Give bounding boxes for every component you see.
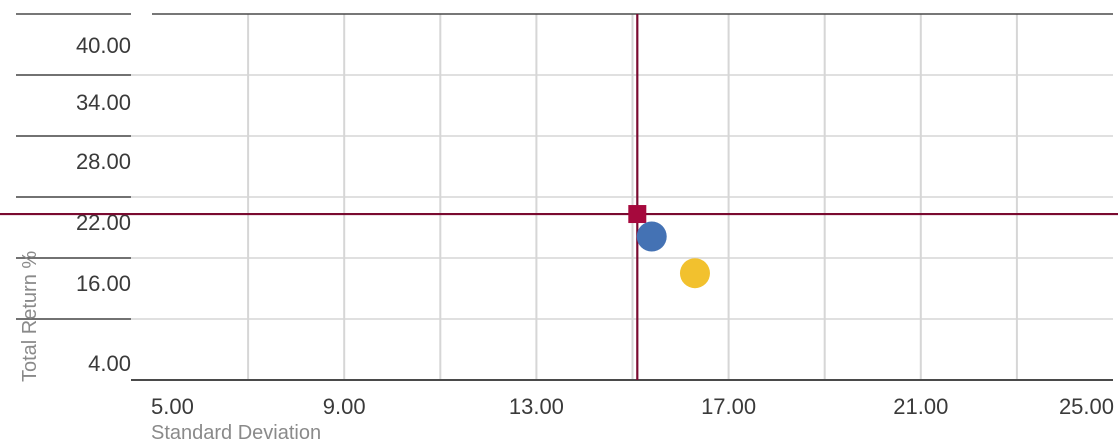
- x-axis-tick-labels: 5.00 9.00 13.00 17.00 21.00 25.00: [151, 394, 1114, 419]
- benchmark-square-marker: [628, 205, 647, 224]
- x-tick-label: 13.00: [509, 394, 564, 419]
- y-tick-label: 4.00: [88, 351, 131, 376]
- y-axis-tick-labels: 40.00 34.00 28.00 22.00 16.00 4.00: [76, 33, 131, 376]
- x-tick-label: 5.00: [151, 394, 194, 419]
- x-tick-label: 25.00: [1059, 394, 1114, 419]
- scatter-point: [636, 221, 667, 252]
- x-axis-title: Standard Deviation: [151, 422, 321, 442]
- data-points: [0, 14, 1118, 380]
- y-tick-label: 40.00: [76, 33, 131, 58]
- y-tick-label: 28.00: [76, 149, 131, 174]
- x-tick-label: 9.00: [323, 394, 366, 419]
- grid: [16, 14, 1113, 380]
- x-tick-label: 21.00: [893, 394, 948, 419]
- y-axis-title: Total Return %: [19, 251, 41, 382]
- axes: [16, 13, 1113, 381]
- scatter-point: [679, 258, 710, 289]
- x-tick-label: 17.00: [701, 394, 756, 419]
- y-tick-label: 34.00: [76, 90, 131, 115]
- y-tick-label: 16.00: [76, 271, 131, 296]
